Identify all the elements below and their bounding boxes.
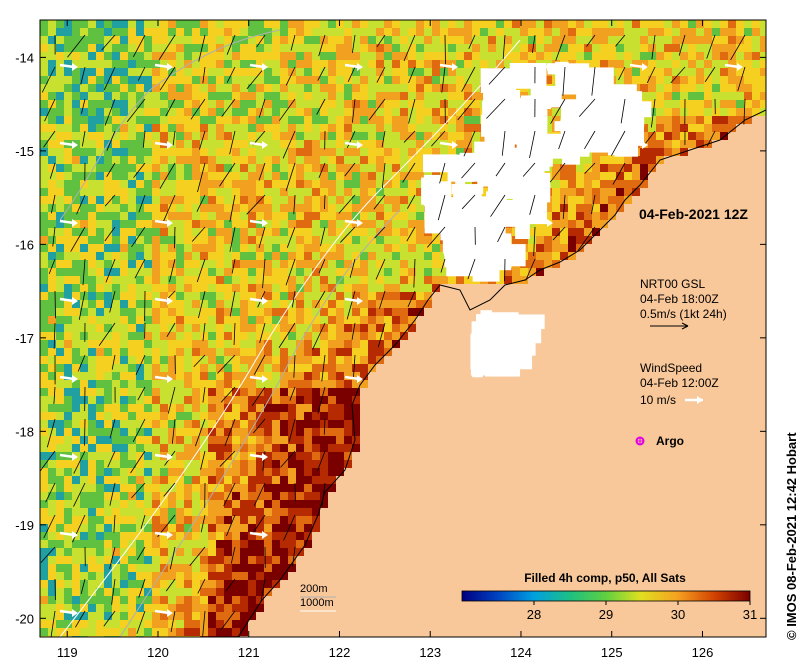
coastline — [237, 109, 766, 637]
wind-vectors — [59, 63, 743, 617]
sst-field — [40, 20, 766, 637]
y-tick-label: -15 — [15, 144, 34, 159]
x-tick-label: 126 — [692, 645, 714, 660]
colorbar-tick-label: 31 — [743, 607, 757, 622]
wind-time: 04-Feb 12:00Z — [640, 376, 719, 390]
map-frame — [39, 19, 767, 638]
y-tick-label: -16 — [15, 237, 34, 252]
y-tick-label: -18 — [15, 424, 34, 439]
current-title: NRT00 GSL — [640, 277, 705, 291]
depth-1000-label: 1000m — [300, 597, 334, 609]
y-axis: -14 -15 -16 -17 -18 -19 -20 — [15, 50, 766, 626]
argo-label: Argo — [656, 434, 684, 448]
x-tick-label: 120 — [147, 645, 169, 660]
current-scale-arrow — [650, 322, 689, 330]
current-time: 04-Feb 18:00Z — [640, 292, 719, 306]
depth-200-label: 200m — [300, 583, 328, 595]
wind-scale: 10 m/s — [640, 393, 676, 407]
cloud-mask — [421, 61, 652, 378]
x-tick-label: 124 — [510, 645, 532, 660]
x-tick-label: 119 — [57, 645, 78, 660]
colorbar — [461, 590, 751, 602]
x-tick-label: 125 — [601, 645, 623, 660]
argo-marker — [635, 436, 645, 446]
colorbar-title: Filled 4h comp, p50, All Sats — [524, 571, 686, 585]
timestamp-label: 04-Feb-2021 12Z — [639, 206, 748, 222]
x-tick-label: 121 — [238, 645, 260, 660]
wind-title: WindSpeed — [640, 361, 702, 375]
current-scale: 0.5m/s (1kt 24h) — [640, 307, 727, 321]
x-tick-label: 122 — [329, 645, 351, 660]
y-tick-label: -19 — [15, 518, 34, 533]
y-tick-label: -17 — [15, 331, 34, 346]
y-tick-label: -14 — [15, 50, 34, 65]
bathymetry-contours — [59, 29, 521, 637]
colorbar-tick-label: 30 — [671, 607, 685, 622]
wind-scale-arrow — [685, 396, 703, 404]
colorbar-ticks: 28 29 30 31 — [527, 601, 757, 622]
x-axis: 119 120 121 122 123 124 125 126 — [57, 20, 713, 660]
x-tick-label: 123 — [419, 645, 441, 660]
colorbar-tick-label: 28 — [527, 607, 541, 622]
colorbar-tick-label: 29 — [599, 607, 613, 622]
map-panel — [40, 20, 766, 637]
y-tick-label: -20 — [15, 611, 34, 626]
credit-label: © IMOS 08-Feb-2021 12:42 Hobart — [784, 432, 799, 640]
current-vectors — [40, 34, 746, 637]
